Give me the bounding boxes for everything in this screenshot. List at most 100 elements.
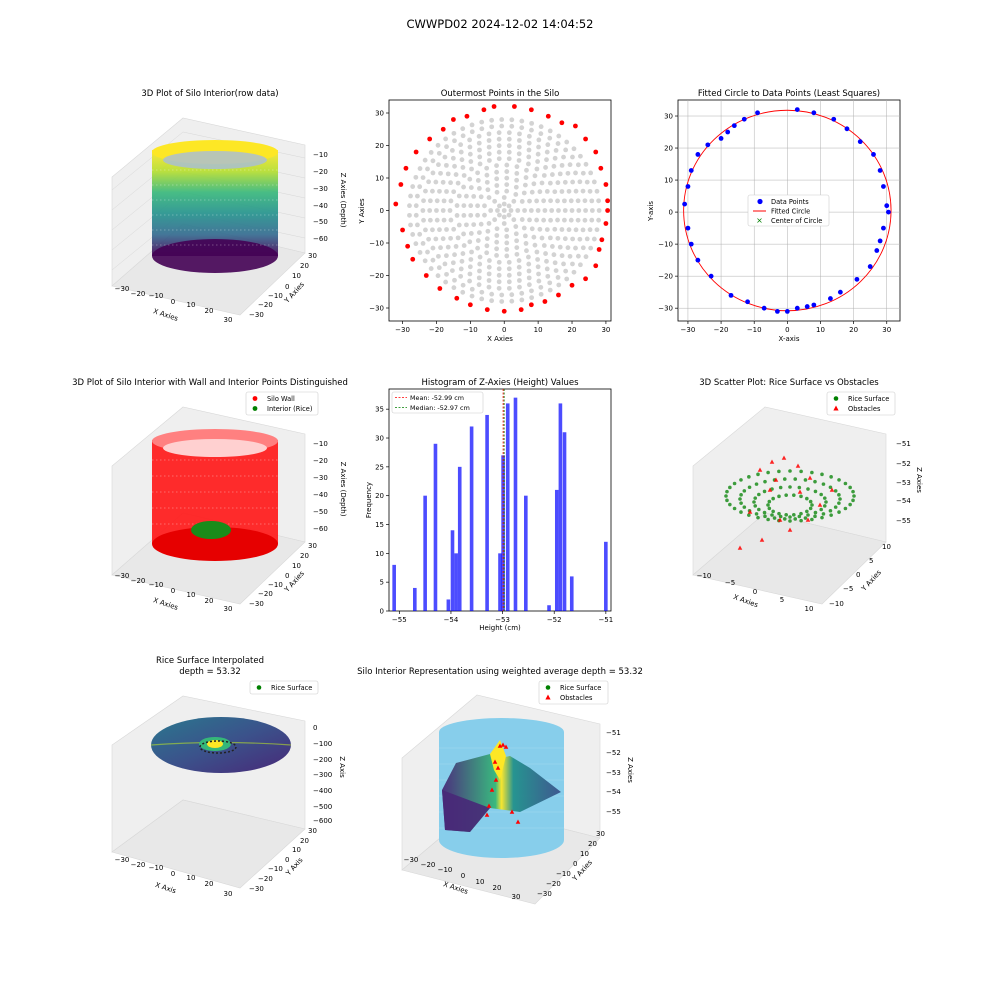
figure-suptitle: CWWPD02 2024-12-02 14:04:52 bbox=[407, 17, 594, 31]
p2-outermost-point bbox=[437, 286, 443, 291]
p6-rice-point bbox=[813, 479, 817, 484]
p1-ztick: −10 bbox=[313, 151, 328, 159]
p6-rice-point bbox=[837, 501, 841, 505]
p2-interior-point bbox=[420, 208, 426, 213]
p3-data-point bbox=[854, 276, 860, 282]
p5-bar bbox=[454, 553, 458, 611]
p8-ytick: 20 bbox=[588, 840, 597, 848]
p3-legend-label: Fitted Circle bbox=[771, 208, 810, 216]
p2-interior-point bbox=[526, 282, 532, 288]
p2-interior-point bbox=[482, 203, 487, 209]
p2-interior-point bbox=[504, 233, 510, 239]
p2-interior-point bbox=[479, 119, 485, 125]
p5-title: Histogram of Z-Axies (Height) Values bbox=[421, 378, 579, 388]
p2-interior-point bbox=[451, 226, 457, 232]
p1-xtick: −20 bbox=[131, 290, 146, 298]
p6-rice-point bbox=[833, 505, 838, 509]
p8-obstacle-point bbox=[495, 765, 501, 770]
p7-ytick: 20 bbox=[300, 837, 309, 845]
p6-rice-point bbox=[829, 475, 833, 479]
p6-obstacle-point bbox=[829, 487, 835, 492]
p1-silo-points bbox=[152, 140, 278, 273]
p3-data-point bbox=[745, 299, 750, 305]
p6-rice-point bbox=[784, 513, 788, 517]
p2-interior-point bbox=[501, 221, 507, 226]
p2-interior-point bbox=[549, 244, 555, 249]
p2-outermost-point bbox=[484, 307, 490, 313]
p2-outermost-point bbox=[545, 113, 551, 119]
p2-interior-point bbox=[417, 166, 423, 171]
p2-outermost-point bbox=[603, 221, 609, 226]
p2-interior-point bbox=[543, 251, 548, 256]
p6-xtick: 10 bbox=[805, 605, 814, 613]
p3-data-point bbox=[844, 126, 850, 132]
p2-interior-point bbox=[596, 198, 601, 204]
p2-interior-point bbox=[488, 208, 494, 213]
p6-rice-point bbox=[828, 485, 833, 490]
p2-interior-point bbox=[526, 275, 532, 281]
p6-rice-point bbox=[767, 499, 772, 504]
p3-data-point bbox=[881, 184, 886, 189]
p2-interior-point bbox=[486, 144, 492, 150]
p2-outermost-point bbox=[400, 227, 405, 233]
p2-interior-point bbox=[467, 137, 473, 143]
p2-outermost-point bbox=[593, 149, 599, 155]
p2-interior-point bbox=[453, 244, 459, 249]
p3-ticks: −30 −20 −10 0 10 20 30 30 20 10 0 −10 −20 −30 bbox=[658, 113, 891, 334]
p4-ztick: −40 bbox=[313, 491, 328, 499]
p5-bar bbox=[513, 397, 518, 611]
p6-obstacle-point bbox=[757, 467, 763, 472]
p3-data-point bbox=[794, 107, 800, 113]
p2-interior-point bbox=[527, 198, 532, 204]
p2-interior-point bbox=[506, 272, 512, 278]
p6-legend-label: Obstacles bbox=[848, 405, 881, 413]
p2-interior-point bbox=[477, 161, 483, 167]
p2-interior-point bbox=[596, 217, 601, 223]
p2-interior-point bbox=[467, 151, 473, 157]
p3-data-point bbox=[871, 152, 876, 157]
p6-rice-point bbox=[771, 509, 775, 514]
p2-interior-point bbox=[427, 208, 433, 213]
p7-ztick: −600 bbox=[313, 817, 332, 825]
p2-interior-point bbox=[436, 162, 441, 168]
p2-interior-point bbox=[464, 193, 469, 199]
panel-wall-interior-3d: 3D Plot of Silo Interior with Wall and I… bbox=[72, 378, 348, 613]
p2-interior-point bbox=[486, 284, 492, 290]
p2-interior-point bbox=[506, 156, 512, 162]
p2-interior-point bbox=[529, 120, 535, 126]
p2-outermost-point bbox=[569, 282, 575, 288]
p7-xtick: 0 bbox=[171, 870, 175, 878]
p6-rice-point bbox=[813, 514, 817, 519]
p3-data-point bbox=[688, 168, 694, 173]
p5-legend: Mean: -52.99 cm Median: -52.97 cm bbox=[391, 391, 484, 414]
p2-interior-point bbox=[430, 227, 435, 233]
p3-data-point bbox=[867, 264, 873, 269]
p6-rice-point bbox=[725, 498, 729, 503]
p3-title: Fitted Circle to Data Points (Least Squa… bbox=[698, 89, 880, 99]
p8-obstacle-point bbox=[489, 787, 495, 792]
p5-bar bbox=[423, 495, 427, 611]
p2-interior-point bbox=[565, 170, 571, 176]
p6-rice-point bbox=[799, 518, 803, 523]
p6-rice-point bbox=[810, 470, 814, 475]
p2-interior-point bbox=[561, 154, 566, 160]
p6-ytick: −10 bbox=[829, 600, 844, 608]
p6-rice-point bbox=[725, 489, 729, 494]
p8-legend-marker-obstacle bbox=[545, 694, 551, 700]
p6-rice-point bbox=[805, 496, 809, 501]
p5-bar bbox=[485, 414, 489, 611]
p4-legend-label: Silo Wall bbox=[267, 395, 295, 403]
p3-ytick-label: −10 bbox=[658, 241, 673, 249]
p5-ylabel: Frequency bbox=[365, 482, 373, 518]
p2-interior-point bbox=[482, 212, 487, 218]
p2-interior-point bbox=[494, 163, 499, 168]
p4-xtick: −20 bbox=[131, 577, 146, 585]
p1-ztick: −30 bbox=[313, 185, 328, 193]
p2-interior-point bbox=[484, 250, 490, 256]
p6-rice-point bbox=[819, 507, 823, 512]
p2-interior-point bbox=[428, 150, 434, 155]
p2-interior-point bbox=[430, 158, 436, 164]
p2-interior-point bbox=[422, 157, 428, 163]
p2-interior-point bbox=[423, 188, 428, 194]
p6-rice-point bbox=[788, 485, 792, 489]
